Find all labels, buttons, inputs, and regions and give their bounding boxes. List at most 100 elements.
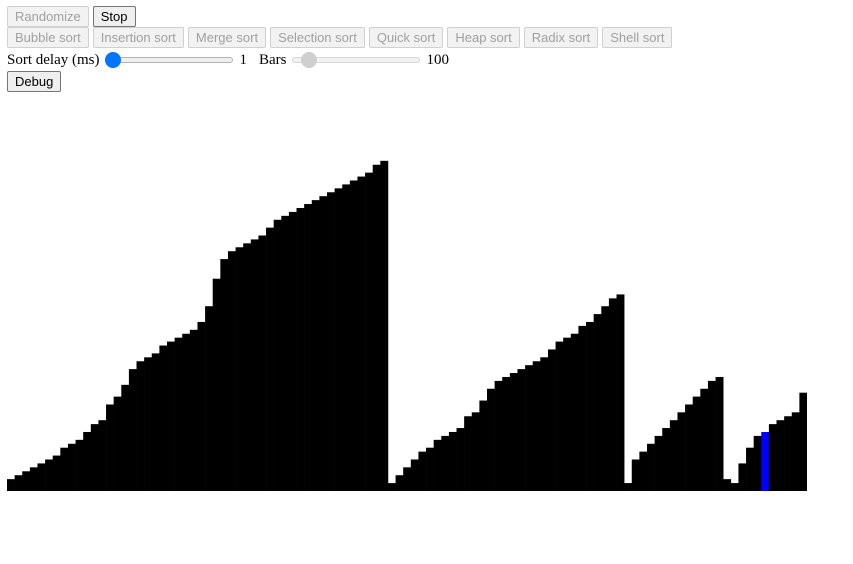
selection-sort-button[interactable]: Selection sort <box>270 27 365 48</box>
quick-sort-button[interactable]: Quick sort <box>368 27 444 48</box>
sort-delay-label: Sort delay (ms) <box>7 51 100 68</box>
bar <box>746 447 754 491</box>
bar <box>14 475 23 491</box>
bar <box>464 416 473 491</box>
bar <box>784 416 793 491</box>
bar <box>433 439 442 491</box>
slider-track <box>105 57 234 63</box>
bar <box>799 392 807 491</box>
bar <box>7 479 15 491</box>
insertion-sort-button[interactable]: Insertion sort <box>92 27 184 48</box>
bar <box>647 443 655 491</box>
bar <box>22 471 31 491</box>
bar <box>715 376 724 491</box>
bar <box>700 388 709 491</box>
bars-chart <box>7 160 807 491</box>
bar <box>487 388 495 491</box>
slider-controls: Sort delay (ms) 1 Bars 100 <box>7 50 449 70</box>
bar <box>273 219 282 491</box>
bar <box>707 380 716 491</box>
sort-delay-value: 1 <box>239 51 247 68</box>
bar <box>121 384 130 491</box>
bar <box>471 412 480 491</box>
bar <box>75 439 84 491</box>
bar <box>281 215 290 491</box>
bar <box>532 361 541 491</box>
heap-sort-button[interactable]: Heap sort <box>447 27 520 48</box>
bar <box>29 467 38 491</box>
bar <box>669 420 678 491</box>
bar <box>677 412 686 491</box>
bar <box>90 424 99 491</box>
bars-label: Bars <box>258 51 287 68</box>
bar <box>502 376 511 491</box>
stop-button[interactable]: Stop <box>92 6 136 27</box>
bar <box>479 400 488 491</box>
bar <box>319 196 328 491</box>
merge-sort-button[interactable]: Merge sort <box>187 27 267 48</box>
bar <box>235 247 244 491</box>
bars-value: 100 <box>426 51 449 68</box>
bar <box>563 337 572 491</box>
bar <box>593 314 602 491</box>
bar <box>98 420 107 491</box>
bar <box>212 278 221 491</box>
bar <box>387 483 396 491</box>
bar <box>570 333 579 491</box>
bar <box>227 251 236 491</box>
bar <box>288 211 297 491</box>
bar <box>517 369 526 491</box>
bar <box>243 243 252 491</box>
bar <box>189 329 198 491</box>
bar <box>365 172 374 491</box>
active-bar <box>761 431 770 491</box>
bar <box>266 227 274 491</box>
bar <box>639 451 648 491</box>
bar <box>45 459 54 491</box>
bar <box>258 235 267 491</box>
bar <box>380 160 389 491</box>
bar <box>616 294 625 491</box>
bar <box>52 455 61 491</box>
slider-track <box>292 57 421 63</box>
bar <box>250 239 259 491</box>
bar <box>334 188 343 491</box>
bar <box>311 200 320 491</box>
bar <box>608 298 617 491</box>
bar <box>547 349 556 491</box>
radix-sort-button[interactable]: Radix sort <box>523 27 599 48</box>
slider-thumb[interactable] <box>301 52 318 68</box>
sort-visualization <box>7 90 807 491</box>
bar <box>327 192 335 491</box>
bar <box>555 341 564 491</box>
bar <box>60 447 69 491</box>
bar <box>494 380 503 491</box>
bar <box>144 357 153 491</box>
bars-slider[interactable] <box>292 50 421 70</box>
bar <box>654 435 663 491</box>
debug-button[interactable]: Debug <box>7 71 62 92</box>
bar <box>357 176 366 491</box>
bar <box>304 204 313 491</box>
bar <box>426 447 434 491</box>
bar <box>540 357 549 491</box>
bar <box>159 345 168 491</box>
bar <box>768 424 777 491</box>
bar <box>174 337 183 491</box>
bubble-sort-button[interactable]: Bubble sort <box>7 27 89 48</box>
slider-thumb[interactable] <box>105 52 122 68</box>
bar <box>106 404 114 491</box>
debug-row: Debug <box>7 71 65 92</box>
bar <box>167 341 175 491</box>
bar <box>136 361 145 491</box>
shell-sort-button[interactable]: Shell sort <box>602 27 673 48</box>
randomize-button[interactable]: Randomize <box>7 6 89 27</box>
bar <box>296 207 305 491</box>
bar <box>418 451 427 491</box>
sort-delay-slider[interactable] <box>105 50 234 70</box>
bar <box>128 369 137 491</box>
bar <box>83 431 92 491</box>
bar <box>113 396 122 491</box>
bar <box>448 431 457 491</box>
bar <box>349 180 358 491</box>
